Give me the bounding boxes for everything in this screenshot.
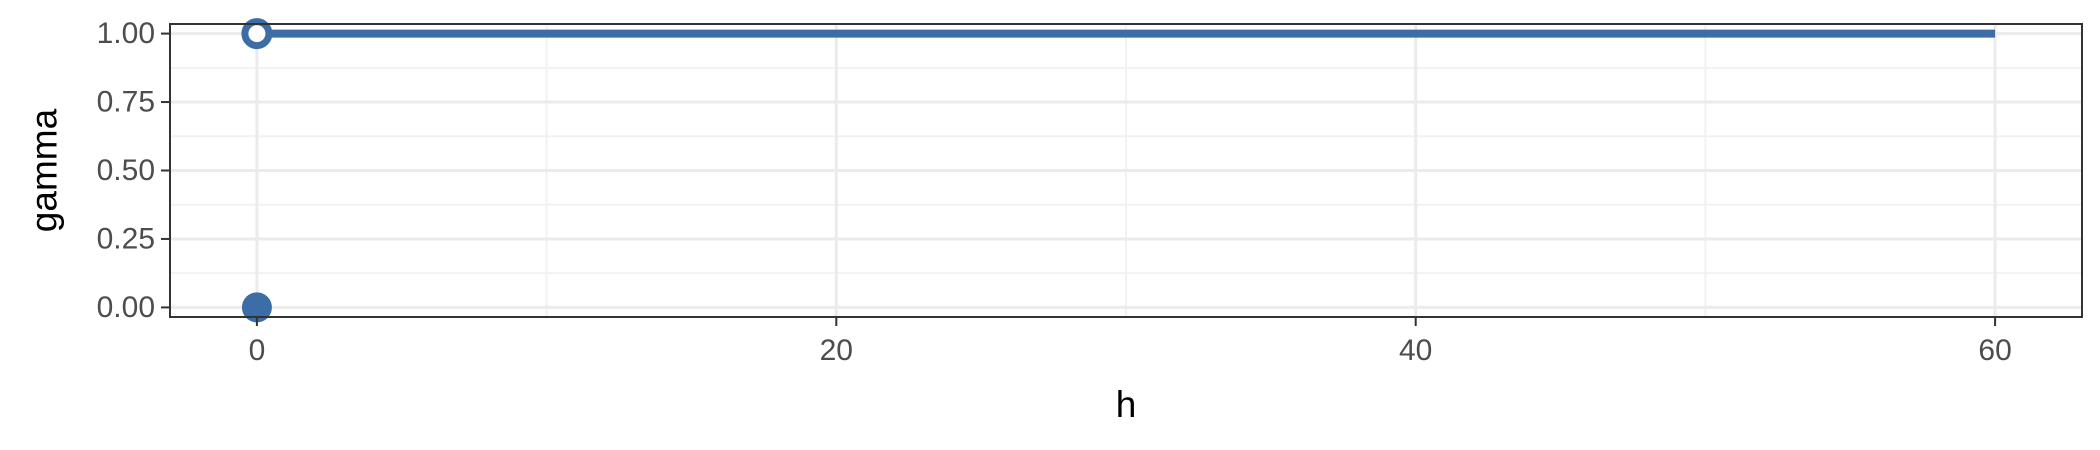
y-tick-label: 0.25 [97, 222, 155, 255]
y-tick-label: 0.75 [97, 86, 155, 119]
y-tick-label: 0.50 [97, 154, 155, 187]
x-tick-label: 0 [249, 334, 266, 367]
x-tick-label: 40 [1399, 334, 1432, 367]
x-tick-label: 20 [820, 334, 853, 367]
grid [170, 24, 2082, 317]
y-tick-label: 1.00 [97, 17, 155, 50]
x-tick-label: 60 [1978, 334, 2011, 367]
series-layer [241, 18, 1996, 323]
axes: 0.00 0.25 0.50 0.75 1.00 0 20 40 60 [97, 17, 2012, 367]
y-tick-label: 0.00 [97, 291, 155, 324]
open-point [241, 18, 273, 50]
x-axis-title: h [1116, 384, 1137, 425]
closed-point [241, 292, 272, 323]
y-axis-title: gamma [24, 108, 65, 232]
